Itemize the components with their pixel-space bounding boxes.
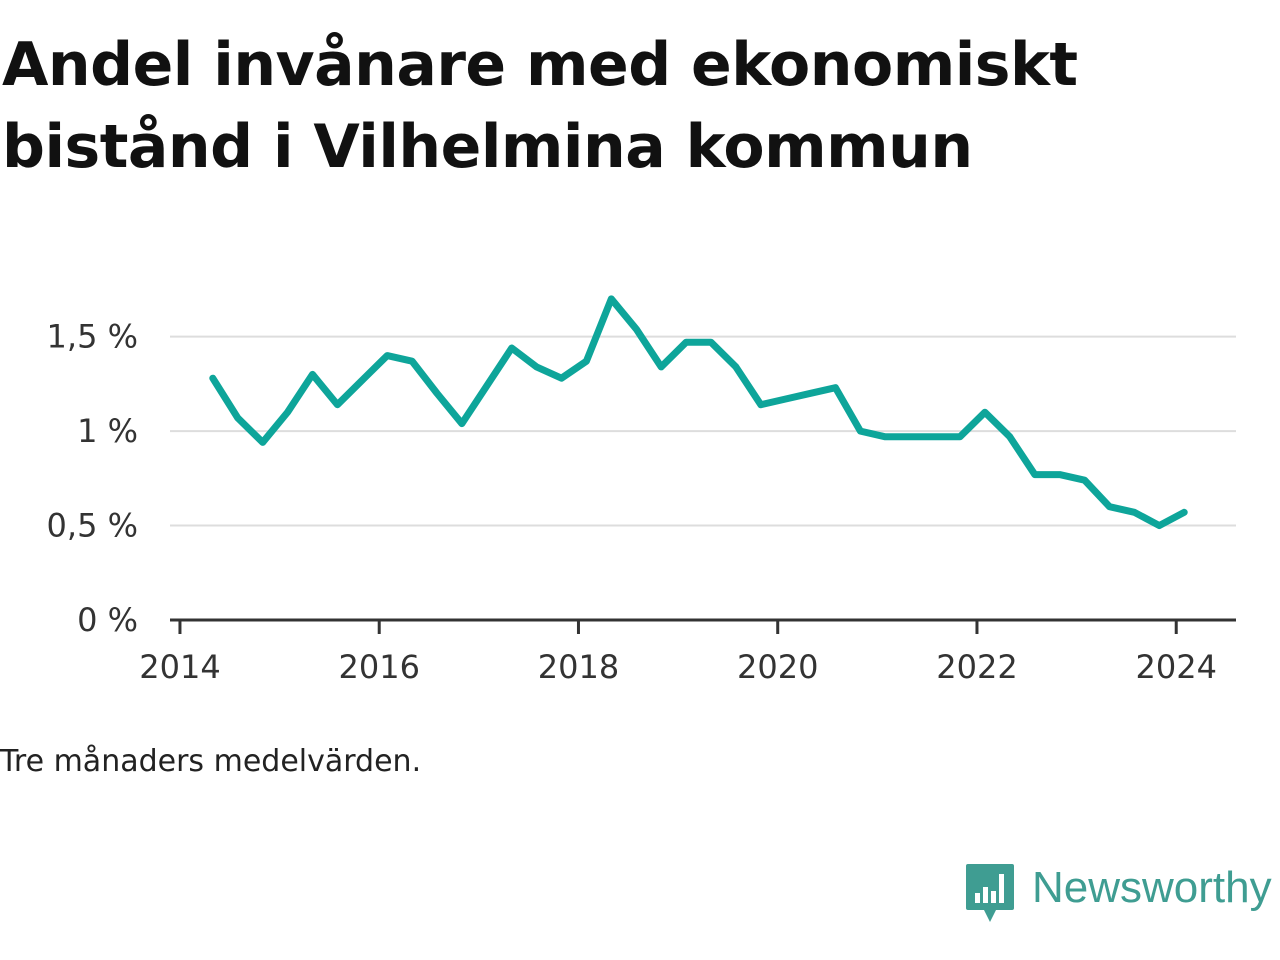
x-axis bbox=[170, 618, 1236, 634]
x-tick-labels: 2014 2016 2018 2020 2022 2024 bbox=[139, 648, 1217, 686]
line-chart: 0 % 0,5 % 1 % 1,5 % 2014 2016 2018 2020 2022 202… bbox=[47, 295, 1236, 686]
series-line-0 bbox=[209, 295, 1188, 530]
y-tick-label-0: 0 % bbox=[77, 601, 138, 639]
x-tick-label-5: 2024 bbox=[1136, 648, 1217, 686]
x-tick-label-1: 2016 bbox=[338, 648, 419, 686]
x-tick-label-3: 2020 bbox=[737, 648, 818, 686]
y-tick-label-3: 1,5 % bbox=[47, 318, 138, 356]
brand-logo: Newsworthy bbox=[964, 862, 1272, 926]
series-group bbox=[209, 295, 1188, 530]
brand-name: Newsworthy bbox=[1032, 863, 1272, 912]
y-tick-labels: 0 % 0,5 % 1 % 1,5 % bbox=[47, 318, 138, 639]
footnote: Tre månaders medelvärden. bbox=[0, 744, 422, 779]
x-tick-label-4: 2022 bbox=[936, 648, 1017, 686]
newsworthy-logo-icon bbox=[966, 864, 1014, 922]
y-tick-label-2: 1 % bbox=[77, 412, 138, 450]
chart-title: Andel invånare med ekonomiskt bistånd i … bbox=[2, 30, 1078, 182]
y-tick-label-1: 0,5 % bbox=[47, 507, 138, 545]
y-gridlines bbox=[170, 335, 1236, 527]
x-tick-label-2: 2018 bbox=[538, 648, 619, 686]
x-tick-label-0: 2014 bbox=[139, 648, 220, 686]
